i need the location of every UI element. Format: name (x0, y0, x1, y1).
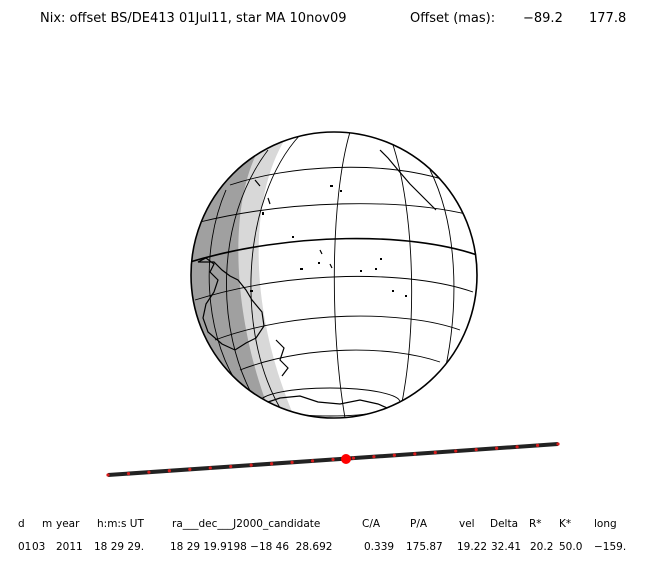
header-kstar: K* (559, 518, 572, 530)
offset-label: Offset (mas): (410, 11, 496, 26)
earth-globe (190, 131, 478, 419)
header-rstar: R* (529, 518, 542, 530)
track-time-mark (249, 463, 253, 467)
track-time-mark (351, 456, 356, 460)
night-shadow (191, 135, 275, 418)
track-time-mark (208, 466, 212, 470)
offset-y-value: 177.8 (589, 11, 627, 26)
track-time-mark (474, 448, 478, 452)
value-rstar: 20.2 (530, 541, 554, 553)
value-time: 18 29 29. (94, 541, 145, 553)
parallels (191, 166, 477, 417)
plot-title: Nix: offset BS/DE413 01Jul11, star MA 10… (40, 11, 347, 26)
closest-approach-marker (341, 454, 351, 464)
track-time-mark (454, 449, 458, 453)
track-time-mark (413, 452, 417, 456)
header-ca: C/A (362, 518, 381, 530)
track-time-mark (167, 469, 171, 473)
value-vel: 19.22 (457, 541, 488, 553)
value-delta: 32.41 (491, 541, 522, 553)
header-day: d (18, 518, 25, 530)
value-month: 03 (32, 541, 46, 553)
track-time-mark (270, 462, 274, 466)
value-year: 2011 (56, 541, 83, 553)
track-time-marks (106, 442, 560, 477)
value-day: 01 (18, 541, 32, 553)
offset-x-value: −89.2 (523, 11, 563, 26)
track-time-mark (372, 455, 376, 459)
track-time-mark (310, 459, 315, 463)
header-year: year (56, 518, 80, 530)
value-ca: 0.339 (364, 541, 395, 553)
globe-limb (190, 131, 478, 419)
track-time-mark (556, 442, 560, 446)
track-time-mark (433, 450, 437, 455)
track-time-mark (495, 446, 499, 450)
track-time-mark (106, 473, 110, 477)
track-time-mark (535, 443, 540, 448)
shadow-track (106, 442, 560, 477)
value-long: −159. (594, 541, 627, 553)
track-time-mark (331, 457, 335, 462)
pacific-islands (250, 185, 407, 297)
header-month: m (42, 518, 53, 530)
track-time-mark (392, 453, 396, 457)
header-time: h:m:s UT (97, 518, 144, 530)
coastlines (197, 149, 437, 411)
header-vel: vel (459, 518, 475, 530)
value-pa: 175.87 (406, 541, 443, 553)
value-kstar: 50.0 (559, 541, 583, 553)
value-radec: 18 29 19.9198 −18 46 28.692 (170, 541, 333, 553)
track-time-mark (126, 471, 131, 476)
track-time-mark (147, 470, 151, 474)
header-delta: Delta (490, 518, 519, 530)
header-radec: ra___dec___J2000_candidate (172, 518, 321, 530)
header-pa: P/A (410, 518, 428, 530)
header-long: long (594, 518, 617, 530)
track-time-mark (229, 464, 233, 469)
track-time-mark (188, 467, 192, 471)
track-time-mark (290, 460, 294, 464)
track-time-mark (515, 445, 519, 449)
